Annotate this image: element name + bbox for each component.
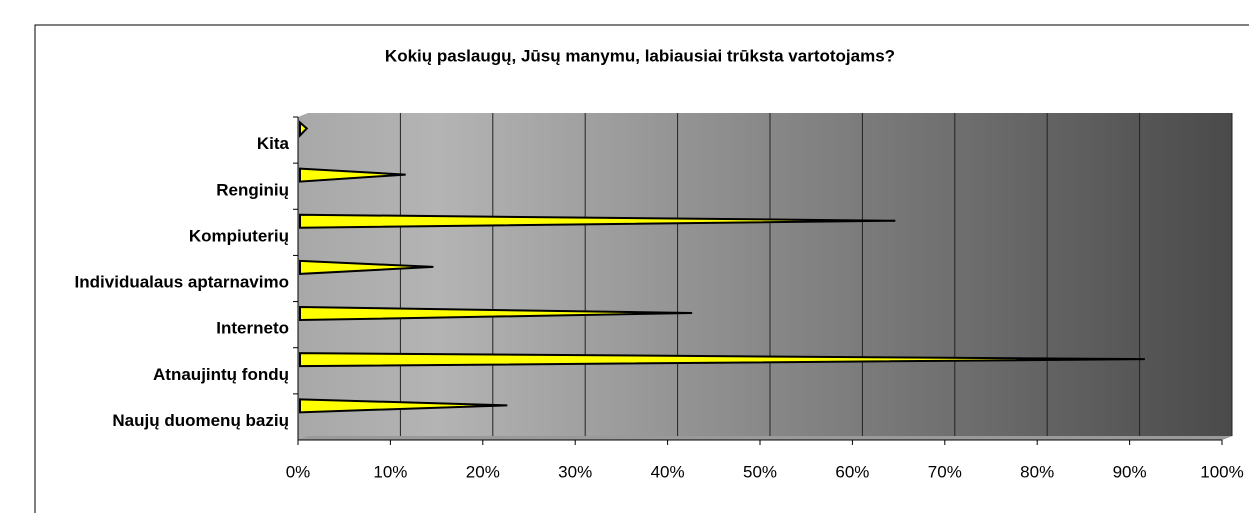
y-tick-label: Kita	[257, 134, 290, 153]
x-tick-label: 50%	[743, 462, 777, 481]
x-tick-label: 90%	[1113, 462, 1147, 481]
bar	[299, 306, 693, 322]
x-tick-label: 40%	[651, 462, 685, 481]
y-tick-label: Renginių	[216, 180, 289, 199]
bar	[299, 259, 434, 275]
bar	[299, 120, 309, 138]
x-tick-label: 10%	[373, 462, 407, 481]
x-tick-label: 20%	[466, 462, 500, 481]
x-tick-label: 0%	[286, 462, 311, 481]
bar	[299, 213, 896, 229]
bar	[299, 398, 508, 414]
y-tick-label: Interneto	[216, 319, 289, 338]
y-tick-label: Naujų duomenų bazių	[112, 411, 289, 430]
plot-area	[298, 113, 1232, 440]
chart-title: Kokių paslaugų, Jūsų manymu, labiausiai …	[385, 46, 895, 65]
x-tick-label: 30%	[558, 462, 592, 481]
bar	[299, 352, 1145, 368]
bar	[299, 167, 406, 183]
x-tick-label: 60%	[835, 462, 869, 481]
x-tick-label: 100%	[1200, 462, 1243, 481]
x-tick-label: 80%	[1020, 462, 1054, 481]
floor	[298, 436, 1232, 440]
y-tick-label: Individualaus aptarnavimo	[75, 273, 289, 292]
y-tick-label: Atnaujintų fondų	[153, 365, 289, 384]
x-tick-label: 70%	[928, 462, 962, 481]
y-tick-label: Kompiuterių	[189, 226, 289, 245]
